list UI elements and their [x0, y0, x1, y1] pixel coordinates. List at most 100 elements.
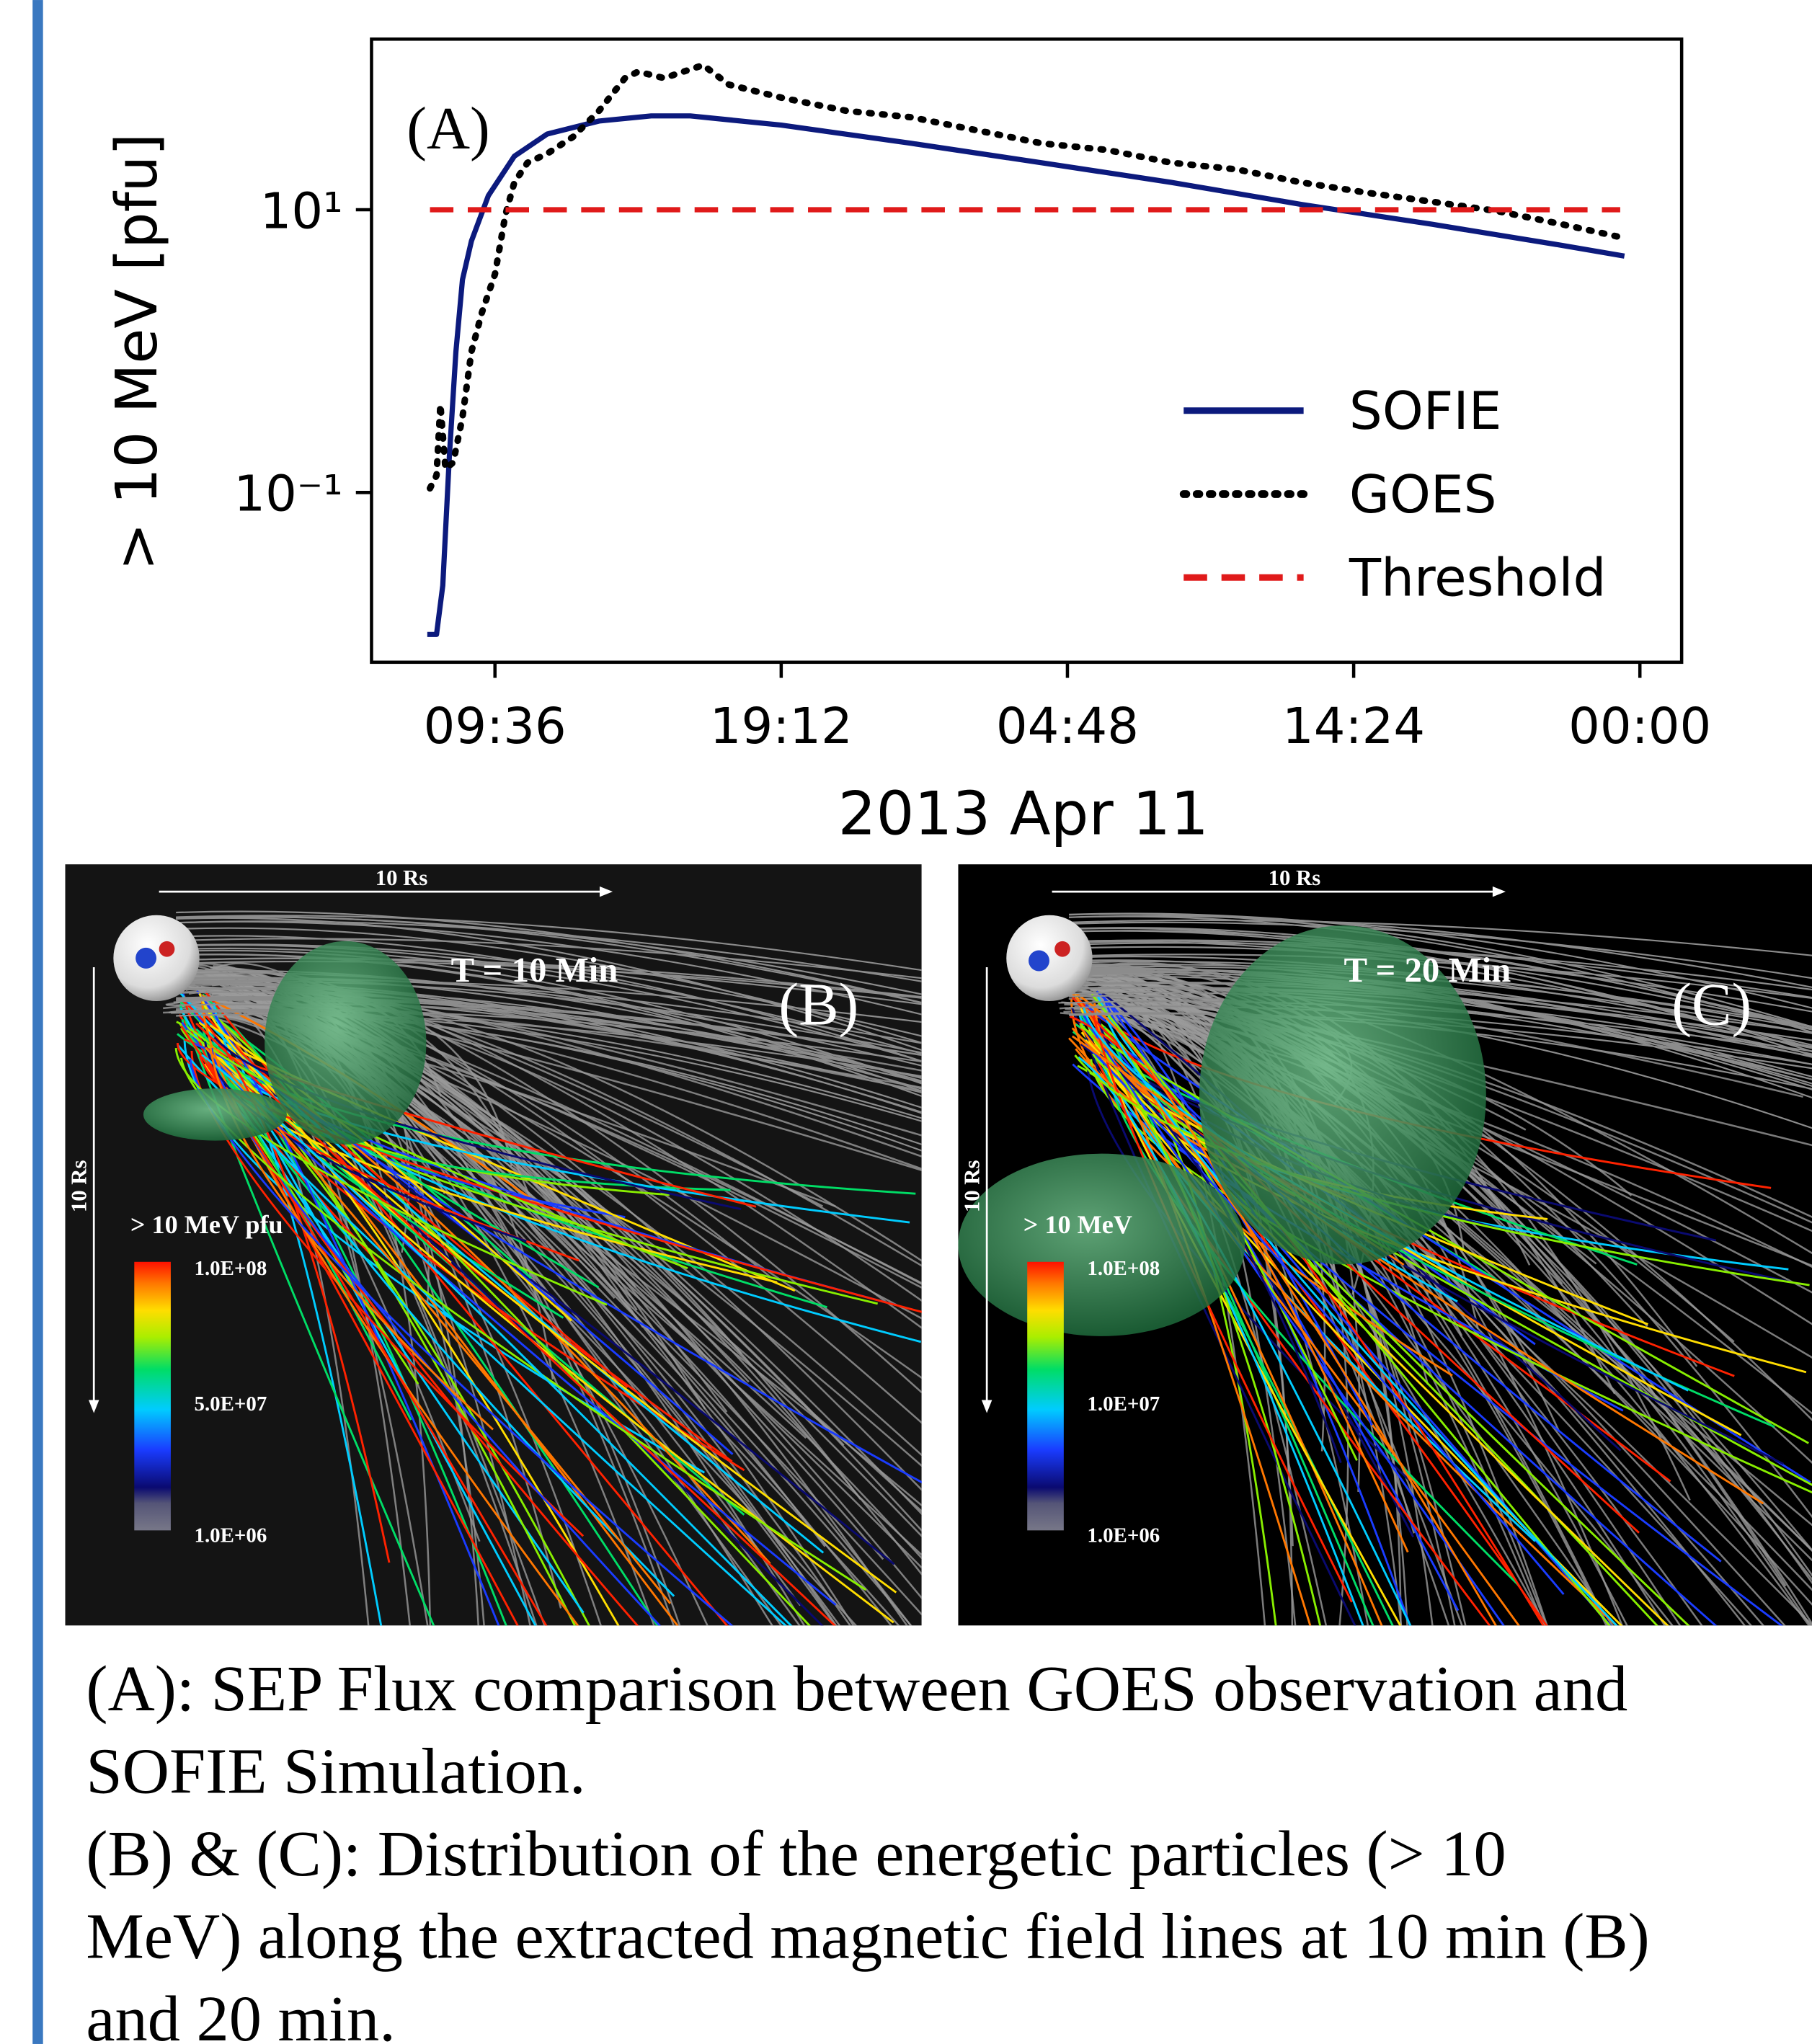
sun	[1006, 915, 1093, 1002]
field-line	[198, 1056, 579, 1262]
field-line	[1105, 1018, 1618, 1626]
field-line	[204, 1047, 672, 1604]
field-line	[1069, 959, 1812, 1099]
caption-line: (A): SEP Flux comparison between GOES ob…	[86, 1652, 1627, 1725]
field-line	[1066, 968, 1812, 1552]
field-line	[202, 993, 659, 1626]
arrow-head	[981, 1400, 992, 1413]
x-tick-label: 19:12	[710, 698, 853, 755]
scale-label: 10 Rs	[959, 1160, 984, 1213]
caption-line: SOFIE Simulation.	[86, 1734, 585, 1807]
panel-label: (A)	[407, 95, 489, 161]
field-line	[1069, 991, 1812, 1065]
field-line	[176, 915, 922, 972]
panel-image	[65, 864, 922, 1626]
field-line	[1069, 946, 1812, 1013]
plot: 10¹ 10⁻¹ 09:36 19:12 04:48 14:24 00:00 SOFIE GOE…	[234, 61, 1711, 755]
field-line	[176, 938, 922, 979]
field-line	[176, 927, 922, 1044]
field-line	[176, 943, 922, 1037]
series-line	[427, 113, 1625, 637]
colorbar-tick-label: 1.0E+07	[1087, 1392, 1160, 1416]
field-line	[174, 1048, 608, 1306]
sun-spot	[136, 947, 157, 969]
sun-spot	[1029, 950, 1049, 972]
time-label: T = 20 Min	[1344, 950, 1511, 990]
x-tick-label: 00:00	[1568, 698, 1711, 755]
field-line	[197, 1039, 412, 1421]
cme-shell	[1199, 925, 1486, 1265]
field-line	[195, 1022, 837, 1626]
colorbar	[134, 1261, 171, 1531]
legend-label: SOFIE	[1349, 381, 1501, 442]
cme-shell	[958, 1153, 1245, 1336]
colorbar-tick-label: 1.0E+08	[194, 1257, 267, 1280]
field-line	[176, 954, 922, 1092]
x-tick-label: 09:36	[424, 698, 567, 755]
field-line	[176, 935, 922, 1062]
arrow-head	[1492, 886, 1506, 897]
field-line	[1069, 995, 1812, 1129]
colorbar-tick-label: 5.0E+07	[194, 1392, 267, 1416]
y-tick-label: 10⁻¹	[234, 466, 342, 523]
colorbar	[1027, 1261, 1064, 1531]
field-line	[1069, 1012, 1812, 1090]
x-tick-label: 04:48	[996, 698, 1139, 755]
scale-label: 10 Rs	[66, 1160, 91, 1213]
colorbar-tick-label: 1.0E+06	[194, 1524, 267, 1547]
field-line	[176, 920, 922, 1016]
field-line	[1069, 975, 1812, 1080]
field-line	[176, 920, 922, 982]
sun-spot	[159, 941, 175, 957]
scale-label: 10 Rs	[376, 866, 428, 890]
field-line	[1069, 941, 1812, 1049]
field-line	[201, 1004, 812, 1626]
x-axis-label: 2013 Apr 11	[838, 779, 1209, 849]
field-line	[1069, 913, 1812, 1028]
side-bar	[32, 0, 43, 2044]
time-label: T = 10 Min	[451, 950, 618, 990]
colorbar-tick-label: 1.0E+08	[1087, 1257, 1160, 1280]
caption-line: and 20 min.	[86, 1982, 395, 2044]
panel-annotations: 10 Rs 10 Rs T = 10 Min (B) > 10 MeV pfu 1.0E+…	[66, 866, 1751, 1547]
scale-label: 10 Rs	[1269, 866, 1321, 890]
colorbar-tick-label: 1.0E+06	[1087, 1524, 1160, 1547]
x-tick-label: 14:24	[1282, 698, 1425, 755]
field-line	[1069, 919, 1812, 956]
field-line	[1069, 939, 1812, 999]
field-line	[176, 1043, 922, 1313]
legend-label: GOES	[1349, 465, 1497, 525]
y-tick-label: 10¹	[260, 182, 343, 240]
field-line	[176, 916, 922, 995]
field-lines	[163, 910, 922, 1626]
field-line	[198, 992, 897, 1594]
field-line	[178, 997, 391, 1563]
field-line	[1069, 967, 1812, 1090]
field-line	[176, 917, 922, 1052]
arrow-head	[599, 886, 613, 897]
field-line	[1069, 915, 1812, 1034]
field-line	[1069, 930, 1812, 1028]
field-line	[180, 1025, 548, 1626]
colorbar-title: > 10 MeV	[1023, 1210, 1132, 1239]
panel-label: (B)	[778, 972, 858, 1038]
field-line	[176, 957, 922, 1005]
legend-label: Threshold	[1349, 548, 1606, 609]
field-line	[179, 992, 825, 1554]
arrow-head	[88, 1400, 99, 1413]
field-line	[200, 997, 579, 1626]
cme-shell	[265, 941, 427, 1145]
panel-label: (C)	[1671, 972, 1751, 1038]
caption-line: MeV) along the extracted magnetic field …	[86, 1899, 1649, 1972]
field-line	[1069, 930, 1812, 1053]
field-line	[176, 944, 922, 1055]
field-line	[1069, 912, 1812, 1009]
series-line	[427, 61, 1624, 492]
field-line	[176, 947, 922, 1062]
field-line	[1069, 965, 1812, 1034]
field-line	[1069, 964, 1812, 1028]
field-line	[1069, 956, 1812, 1047]
caption-line: (B) & (C): Distribution of the energetic…	[86, 1817, 1506, 1890]
field-line	[1069, 1005, 1812, 1065]
